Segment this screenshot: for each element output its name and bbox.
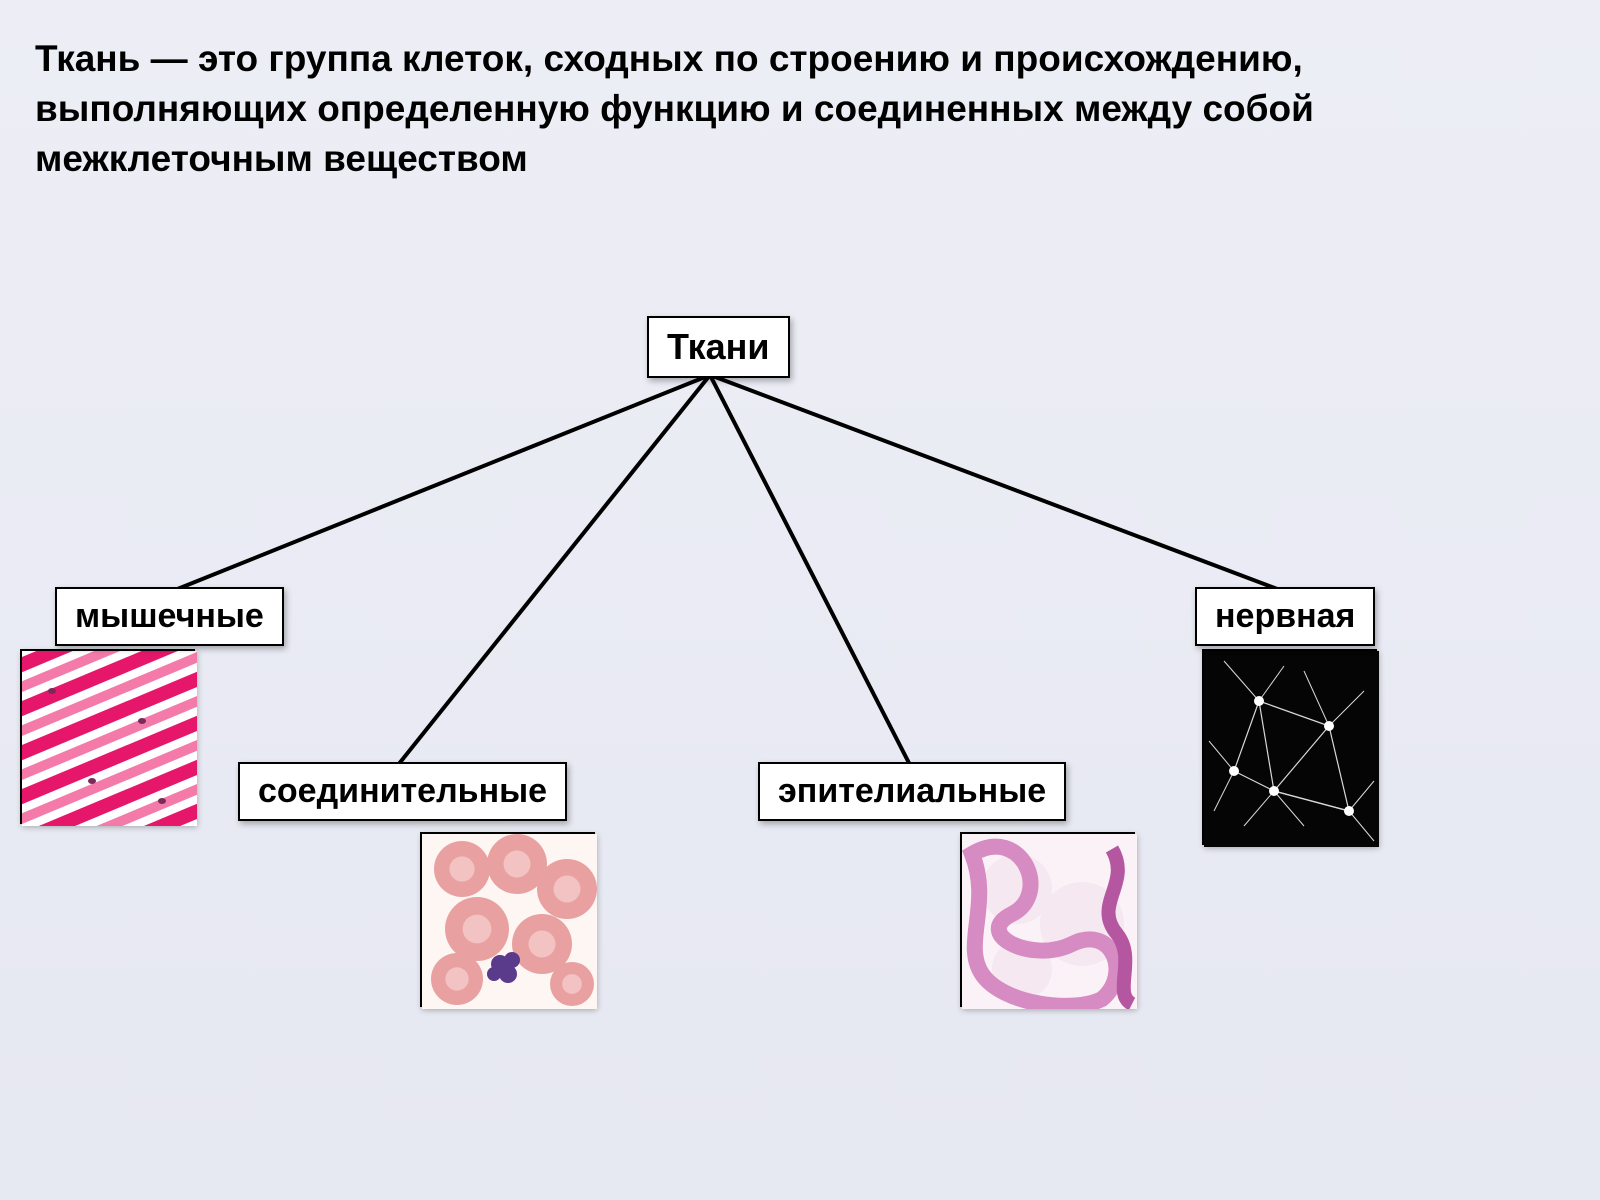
child-node-nervous: нервная xyxy=(1195,587,1375,646)
child-node-connective: соединительные xyxy=(238,762,567,821)
child-label-nervous: нервная xyxy=(1215,597,1355,635)
child-node-muscular: мышечные xyxy=(55,587,284,646)
thumb-connective xyxy=(420,832,595,1007)
child-label-epithelial: эпителиальные xyxy=(778,772,1046,810)
root-node-label: Ткани xyxy=(667,326,770,367)
child-label-connective: соединительные xyxy=(258,772,547,810)
child-node-epithelial: эпителиальные xyxy=(758,762,1066,821)
thumb-epithelial xyxy=(960,832,1135,1007)
thumb-muscular xyxy=(20,649,195,824)
child-label-muscular: мышечные xyxy=(75,597,264,635)
thumb-nervous xyxy=(1202,649,1377,845)
root-node-box: Ткани xyxy=(647,316,790,378)
